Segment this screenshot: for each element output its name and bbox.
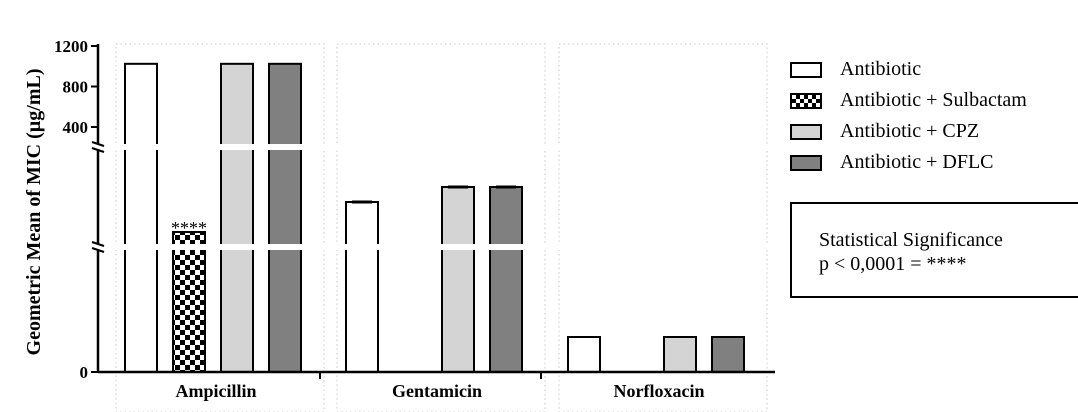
legend-swatch-antibiotic xyxy=(790,61,822,78)
legend-label: Antibiotic + DFLC xyxy=(840,151,994,173)
axis-break-mark xyxy=(91,141,105,147)
legend: Antibiotic Antibiotic + Sulbactam Antibi… xyxy=(790,54,1078,178)
legend-swatch-cpz xyxy=(790,123,822,140)
axis-break-gap xyxy=(88,244,775,250)
bar-norfloxacin-2 xyxy=(663,336,697,373)
significance-annotation: **** xyxy=(171,218,207,238)
axis-break-mark xyxy=(91,147,105,153)
legend-swatch-sulbactam xyxy=(790,92,822,109)
axis-break-gap xyxy=(88,144,775,150)
category-label: Gentamicin xyxy=(392,381,482,401)
bar-ampicillin-2 xyxy=(220,62,254,373)
y-tick-label: 1200 xyxy=(54,37,88,56)
legend-swatch-dflc xyxy=(790,154,822,171)
bar-gentamicin-0 xyxy=(345,201,379,373)
bar-ampicillin-0 xyxy=(124,62,158,373)
legend-item-cpz: Antibiotic + CPZ xyxy=(790,116,1078,147)
category-panel xyxy=(336,43,546,412)
bar-norfloxacin-3 xyxy=(711,336,745,373)
category-label: Norfloxacin xyxy=(614,381,705,401)
y-axis-title: Geometric Mean of MIC (µg/mL) xyxy=(23,69,45,356)
legend-item-sulbactam: Antibiotic + Sulbactam xyxy=(790,85,1078,116)
bar-norfloxacin-0 xyxy=(567,336,601,373)
bar-gentamicin-3 xyxy=(489,186,523,373)
bar-chart: 0 400 800 1200 Ampicillin Gentamicin Norfloxac… xyxy=(23,37,775,412)
legend-label: Antibiotic + Sulbactam xyxy=(840,89,1027,111)
y-tick-label: 800 xyxy=(63,78,89,97)
category-panel xyxy=(115,43,325,412)
significance-title: Statistical Significance xyxy=(819,229,1003,251)
legend-label: Antibiotic xyxy=(840,58,922,80)
bar-ampicillin-1 xyxy=(172,231,206,373)
axis-break-mark xyxy=(91,247,105,253)
significance-box: Statistical Significance p < 0,0001 = **… xyxy=(790,202,1078,298)
category-panel xyxy=(558,43,768,412)
category-label: Ampicillin xyxy=(175,381,256,401)
y-tick-label: 400 xyxy=(63,118,89,137)
bar-gentamicin-2 xyxy=(441,186,475,373)
legend-label: Antibiotic + CPZ xyxy=(840,120,980,142)
bar-ampicillin-3 xyxy=(268,62,302,373)
significance-rule: p < 0,0001 = **** xyxy=(819,253,967,275)
legend-item-antibiotic: Antibiotic xyxy=(790,54,1078,85)
y-tick-label: 0 xyxy=(80,363,89,382)
legend-item-dflc: Antibiotic + DFLC xyxy=(790,147,1078,178)
axis-break-mark xyxy=(91,241,105,247)
